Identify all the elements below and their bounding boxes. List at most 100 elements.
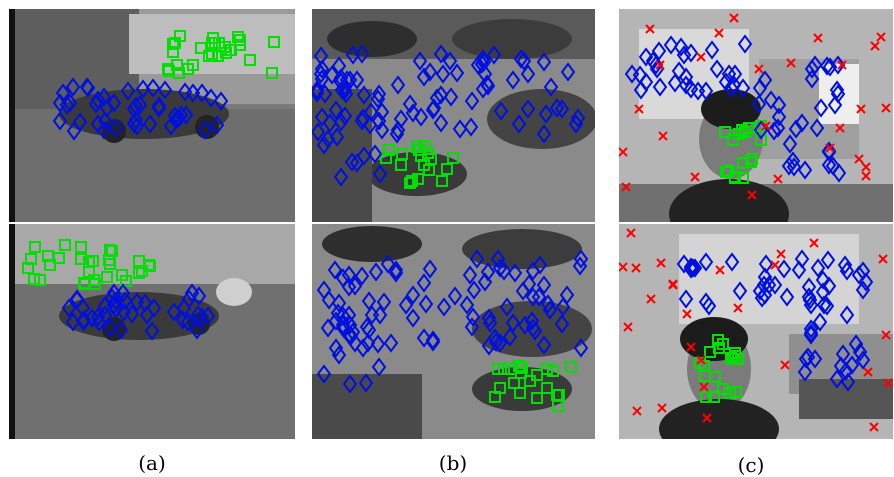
green-square-marker [232, 31, 244, 43]
blue-diamond-marker [782, 134, 798, 154]
blue-diamond-marker [144, 321, 160, 341]
blue-diamond-marker [371, 111, 387, 131]
blue-diamond-marker [838, 361, 854, 381]
blue-diamond-marker [492, 333, 508, 353]
blue-diamond-marker [312, 80, 325, 100]
blue-diamond-marker [542, 300, 558, 320]
green-square-marker [494, 382, 506, 394]
blue-diamond-marker [638, 47, 654, 67]
blue-diamond-marker [481, 336, 497, 356]
blue-diamond-marker [372, 164, 388, 184]
green-square-marker [244, 54, 256, 66]
green-square-marker [745, 156, 757, 168]
blue-diamond-marker [418, 294, 434, 314]
blue-diamond-marker [464, 91, 480, 111]
green-square-marker [163, 65, 175, 77]
blue-diamond-marker [831, 163, 847, 183]
green-square-marker [207, 32, 219, 44]
blue-diamond-marker [812, 312, 828, 332]
blue-diamond-marker [422, 62, 438, 82]
green-square-marker [143, 259, 155, 271]
blue-diamond-marker [433, 44, 449, 64]
blue-diamond-marker [328, 100, 344, 120]
blue-diamond-marker [341, 305, 357, 325]
red-cross-marker [813, 33, 823, 43]
blue-diamond-marker [718, 72, 734, 92]
green-square-marker [441, 163, 453, 175]
green-square-marker [59, 239, 71, 251]
blue-diamond-marker [341, 277, 357, 297]
red-cross-marker [668, 279, 678, 289]
blue-diamond-marker [383, 333, 399, 353]
blue-diamond-marker [324, 65, 340, 85]
blue-diamond-marker [810, 258, 826, 278]
red-cross-marker [621, 182, 631, 192]
blue-diamond-marker [678, 67, 694, 87]
blue-diamond-marker [794, 113, 810, 133]
blue-diamond-marker [481, 308, 497, 328]
green-square-marker [101, 271, 113, 283]
blue-diamond-marker [776, 259, 792, 279]
red-cross-marker [869, 422, 879, 432]
green-square-marker [75, 253, 87, 265]
blue-diamond-marker [840, 372, 856, 392]
blue-diamond-marker [791, 260, 807, 280]
blue-diamond-marker [405, 308, 421, 328]
green-square-marker [755, 134, 767, 146]
green-square-marker [79, 278, 91, 290]
green-square-marker [513, 360, 525, 372]
blue-diamond-marker [815, 270, 831, 290]
blue-diamond-marker [801, 277, 817, 297]
blue-diamond-marker [102, 318, 118, 338]
blue-diamond-marker [316, 364, 332, 384]
blue-diamond-marker [531, 287, 547, 307]
blue-diamond-marker [821, 276, 837, 296]
blue-diamond-marker [532, 255, 548, 275]
blue-diamond-marker [398, 295, 414, 315]
blue-diamond-marker [435, 64, 451, 84]
blue-diamond-marker [99, 98, 115, 118]
blue-diamond-marker [727, 64, 743, 84]
blue-diamond-marker [757, 267, 773, 287]
blue-diamond-marker [372, 305, 388, 325]
blue-diamond-marker [480, 76, 496, 96]
blue-diamond-marker [416, 67, 432, 87]
blue-diamond-marker [678, 75, 694, 95]
blue-diamond-marker [371, 84, 387, 104]
caption-b: (b) [438, 451, 468, 475]
blue-diamond-marker [651, 41, 667, 61]
red-cross-marker [626, 228, 636, 238]
blue-diamond-marker [827, 95, 843, 115]
blue-diamond-marker [389, 124, 405, 144]
blue-diamond-marker [106, 93, 122, 113]
green-square-marker [708, 391, 720, 403]
blue-diamond-marker [449, 63, 465, 83]
green-square-marker [422, 147, 434, 159]
blue-diamond-marker [505, 313, 521, 333]
blue-diamond-marker [132, 95, 148, 115]
blue-diamond-marker [698, 252, 714, 272]
green-square-marker [553, 389, 565, 401]
panel-a-bottom [9, 224, 295, 439]
panel-a-bottom-image [9, 224, 295, 439]
green-square-marker [116, 269, 128, 281]
blue-diamond-marker [425, 332, 441, 352]
blue-diamond-marker [151, 98, 167, 118]
green-square-marker [436, 175, 448, 187]
green-square-marker [699, 370, 711, 382]
blue-diamond-marker [104, 288, 120, 308]
red-cross-marker [761, 121, 771, 131]
blue-diamond-marker [525, 287, 541, 307]
red-cross-marker [863, 367, 873, 377]
blue-diamond-marker [536, 335, 552, 355]
red-cross-marker [881, 330, 891, 340]
blue-diamond-marker [652, 77, 668, 97]
blue-diamond-marker [322, 113, 338, 133]
blue-diamond-marker [570, 108, 586, 128]
blue-diamond-marker [442, 51, 458, 71]
blue-diamond-marker [402, 94, 418, 114]
red-cross-marker [754, 64, 764, 74]
blue-diamond-marker [683, 259, 699, 279]
red-cross-marker [770, 260, 780, 270]
red-cross-marker [786, 58, 796, 68]
